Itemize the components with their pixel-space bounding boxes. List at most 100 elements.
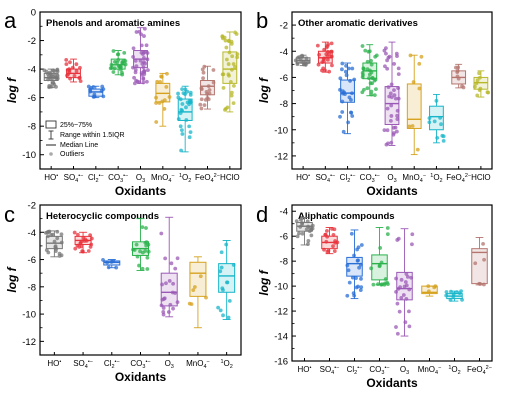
data-point — [201, 76, 205, 81]
data-point — [387, 54, 392, 59]
data-point — [80, 249, 85, 254]
legend-box-swatch — [45, 120, 57, 129]
box-O3: O3 — [382, 41, 401, 184]
box-1O2: 1O2 — [216, 240, 236, 370]
data-point — [231, 101, 236, 106]
y-tick-label: -6 — [28, 93, 36, 104]
data-point — [477, 75, 482, 80]
data-point — [367, 76, 371, 81]
data-point — [192, 285, 197, 289]
data-point — [91, 94, 96, 99]
x-tick-label: O3 — [165, 359, 174, 370]
data-point — [54, 84, 58, 89]
data-point — [382, 128, 387, 133]
data-point — [389, 114, 394, 118]
data-point — [59, 240, 64, 245]
y-axis-label: log f — [257, 269, 271, 295]
data-point — [360, 44, 365, 48]
data-point — [88, 233, 93, 238]
data-point — [53, 75, 58, 80]
data-point — [341, 129, 346, 134]
data-point — [370, 76, 375, 80]
data-point — [162, 297, 166, 301]
data-point — [451, 292, 456, 296]
x-tick-label: CO3•− — [130, 359, 150, 370]
data-point — [199, 97, 204, 102]
data-point — [427, 120, 432, 125]
data-point — [340, 89, 345, 94]
data-point — [308, 225, 312, 230]
y-tick-label: -8 — [28, 122, 36, 133]
x-tick-label: HClO — [220, 173, 240, 182]
y-tick-label: -8 — [280, 99, 288, 110]
data-point — [478, 282, 482, 286]
data-point — [325, 249, 330, 254]
data-point — [399, 277, 404, 282]
data-point — [65, 73, 69, 78]
box-HClO: HClO — [471, 70, 491, 182]
x-tick-label: HClO — [471, 173, 491, 182]
data-point — [140, 225, 145, 230]
data-point — [120, 60, 125, 65]
data-point — [189, 302, 194, 307]
y-tick-label: -12 — [22, 337, 36, 348]
data-point — [101, 258, 105, 262]
data-point — [225, 280, 230, 285]
data-point — [199, 106, 204, 111]
data-point — [329, 54, 334, 59]
data-point — [410, 242, 414, 247]
data-point — [298, 225, 303, 229]
legend: 25%~75% Range within 1.5IQR Median Line Out… — [45, 120, 125, 158]
data-point — [198, 274, 203, 279]
data-point — [396, 96, 401, 101]
data-point — [325, 44, 330, 48]
box-SO4•−: SO4•− — [64, 57, 83, 184]
data-point — [108, 66, 113, 71]
data-point — [344, 63, 348, 68]
y-tick-label: -4 — [28, 228, 36, 239]
data-point — [65, 68, 70, 72]
legend-label: Range within 1.5IQR — [60, 132, 125, 139]
data-point — [180, 132, 185, 136]
data-point — [410, 232, 415, 237]
data-point — [207, 91, 212, 96]
data-point — [411, 80, 416, 84]
data-point — [338, 76, 343, 81]
data-point — [185, 100, 190, 105]
box-Cl2•−: Cl2•− — [86, 84, 106, 184]
data-point — [218, 308, 223, 313]
data-point — [300, 222, 304, 226]
data-point — [409, 275, 414, 280]
box-Cl2•−: Cl2•− — [345, 229, 364, 376]
data-point — [227, 50, 232, 55]
y-axis-label: log f — [5, 77, 19, 103]
x-tick-label: MnO4− — [186, 359, 210, 370]
data-point — [175, 300, 180, 305]
x-tick-label: SO4•− — [315, 173, 335, 184]
data-point — [426, 284, 431, 289]
data-point — [53, 249, 58, 254]
data-point — [207, 88, 212, 92]
data-point — [178, 97, 183, 102]
data-point — [146, 249, 151, 254]
data-point — [357, 265, 361, 270]
data-point — [77, 75, 82, 80]
data-point — [167, 95, 172, 99]
data-point — [170, 290, 175, 295]
x-tick-label: FeO42− — [467, 365, 492, 376]
data-point — [140, 266, 145, 271]
data-point — [78, 79, 83, 84]
data-point — [346, 120, 351, 125]
data-point — [154, 120, 159, 124]
data-point — [202, 103, 207, 108]
data-point — [350, 114, 355, 118]
data-point — [144, 226, 148, 230]
data-point — [166, 310, 171, 314]
data-point — [52, 69, 56, 74]
data-point — [191, 288, 196, 293]
data-point — [218, 269, 223, 274]
box-SO4•−: SO4•− — [320, 226, 339, 376]
x-tick-label: CO3•− — [108, 173, 128, 184]
y-tick-label: -4 — [280, 207, 288, 218]
data-point — [131, 65, 135, 70]
